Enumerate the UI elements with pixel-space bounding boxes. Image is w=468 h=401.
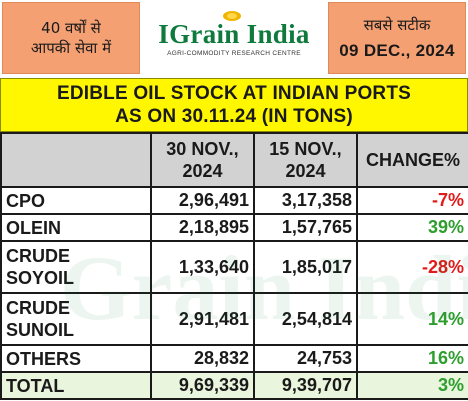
total-row: TOTAL 9,69,339 9,39,707 3% (0, 371, 468, 400)
brand-tagline: AGRI-COMMODITY RESEARCH CENTRE (167, 50, 301, 57)
table-row: CRUDE SOYOIL 1,33,640 1,85,017 -28% (0, 240, 468, 294)
report-date: 09 DEC., 2024 (339, 41, 455, 60)
change-percent: -7% (356, 186, 468, 215)
product-name: CRUDE SUNOIL (0, 292, 152, 346)
total-15-nov: 9,39,707 (253, 371, 358, 400)
header-product (0, 132, 152, 188)
table-row: OLEIN 2,18,895 1,57,765 39% (0, 213, 468, 242)
stock-table: 30 NOV., 2024 15 NOV., 2024 CHANGE% CPO 2,… (0, 132, 468, 401)
total-change: 3% (356, 371, 468, 400)
change-percent: 16% (356, 344, 468, 373)
service-badge: 40 वर्षों से आपकी सेवा में (2, 2, 140, 74)
stock-15-nov: 3,17,358 (253, 186, 358, 215)
stock-15-nov: 1,57,765 (253, 213, 358, 242)
service-line1: 40 वर्षों से (41, 19, 101, 37)
title-line2: AS ON 30.11.24 (IN TONS) (115, 106, 353, 127)
stock-15-nov: 1,85,017 (253, 240, 358, 294)
brand-name: IGrain India (158, 19, 310, 49)
header: 40 वर्षों से आपकी सेवा में IGrain India … (0, 0, 468, 78)
stock-30-nov: 28,832 (150, 344, 255, 373)
header-15-nov: 15 NOV., 2024 (253, 132, 358, 188)
stock-30-nov: 2,96,491 (150, 186, 255, 215)
stock-30-nov: 2,18,895 (150, 213, 255, 242)
stock-30-nov: 2,91,481 (150, 292, 255, 346)
brand-logo: IGrain India AGRI-COMMODITY RESEARCH CEN… (143, 2, 325, 74)
stock-30-nov: 1,33,640 (150, 240, 255, 294)
stock-15-nov: 2,54,814 (253, 292, 358, 346)
header-30-nov: 30 NOV., 2024 (150, 132, 255, 188)
service-line2: आपकी सेवा में (30, 39, 112, 57)
table-header-row: 30 NOV., 2024 15 NOV., 2024 CHANGE% (0, 132, 468, 188)
change-percent: 14% (356, 292, 468, 346)
accuracy-label: सबसे सटीक (363, 16, 431, 34)
total-30-nov: 9,69,339 (150, 371, 255, 400)
product-name: OLEIN (0, 213, 152, 242)
table-row: CPO 2,96,491 3,17,358 -7% (0, 186, 468, 215)
title-line1: EDIBLE OIL STOCK AT INDIAN PORTS (56, 83, 412, 104)
change-percent: -28% (356, 240, 468, 294)
header-change: CHANGE% (356, 132, 468, 188)
total-label: TOTAL (0, 371, 152, 400)
product-name: CRUDE SOYOIL (0, 240, 152, 294)
date-badge: सबसे सटीक 09 DEC., 2024 (328, 2, 466, 74)
product-name: OTHERS (0, 344, 152, 373)
table-row: OTHERS 28,832 24,753 16% (0, 344, 468, 373)
table-row: CRUDE SUNOIL 2,91,481 2,54,814 14% (0, 292, 468, 346)
report-title: EDIBLE OIL STOCK AT INDIAN PORTS AS ON 3… (0, 78, 468, 132)
grain-logo-icon (223, 11, 241, 21)
change-percent: 39% (356, 213, 468, 242)
product-name: CPO (0, 186, 152, 215)
stock-15-nov: 24,753 (253, 344, 358, 373)
